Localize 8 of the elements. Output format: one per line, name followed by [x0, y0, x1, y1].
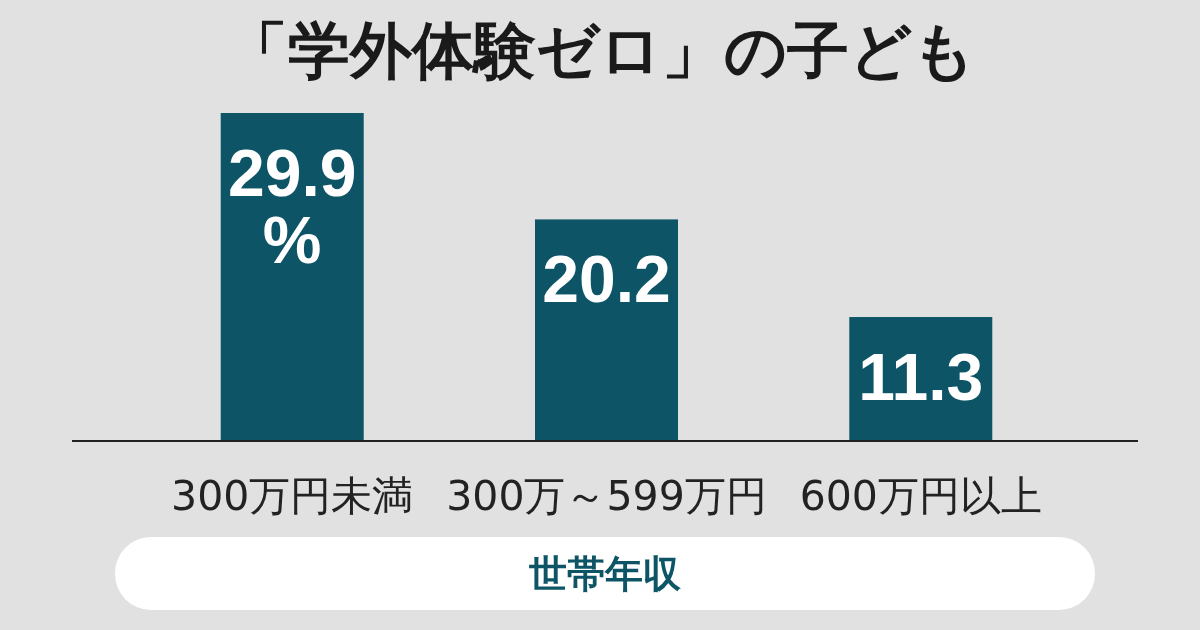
x-tick-label: 300万～599万円	[446, 472, 767, 520]
x-axis-title: 世帯年収	[529, 552, 681, 596]
data-label: 20.2	[542, 242, 671, 317]
data-label: 29.9 %	[227, 136, 357, 277]
data-label: 11.3	[858, 340, 984, 415]
x-tick-label: 600万円以上	[799, 472, 1042, 520]
x-tick-label: 300万円未満	[171, 472, 414, 520]
chart-title: 「学外体験ゼロ」の子ども	[225, 14, 975, 87]
